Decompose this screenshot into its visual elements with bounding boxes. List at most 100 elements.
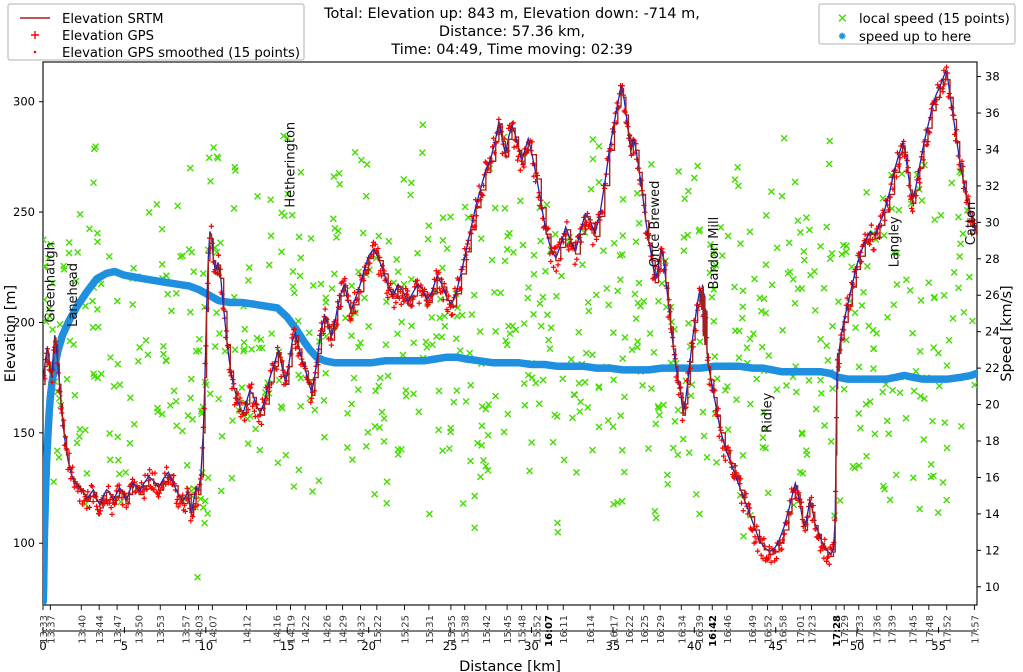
speed-point	[530, 310, 538, 318]
speed-point	[553, 413, 561, 421]
speed-point	[504, 410, 512, 418]
speed-point	[870, 345, 878, 353]
speed-point	[347, 332, 355, 340]
time-tick-label: 13:47	[113, 615, 124, 644]
speed-point	[893, 249, 901, 257]
speed-point	[663, 471, 671, 479]
speed-point	[178, 427, 186, 435]
speed-point	[122, 468, 130, 476]
speed-point	[826, 255, 834, 263]
speed-point	[595, 383, 603, 391]
speed-point	[402, 392, 410, 400]
time-tick-label: 13:53	[156, 615, 167, 644]
elevation-gps-point	[182, 508, 188, 514]
speed-point	[760, 408, 768, 416]
speed-point	[855, 363, 863, 371]
speed-point	[695, 227, 703, 235]
cumulative-speed-point	[83, 288, 91, 295]
speed-point	[461, 203, 469, 211]
elevation-gps-point	[572, 261, 578, 267]
speed-point	[206, 390, 214, 398]
speed-point	[471, 524, 479, 532]
speed-point	[317, 280, 325, 288]
elevation-gps-point	[555, 262, 561, 268]
speed-point	[136, 343, 144, 351]
speed-point	[710, 250, 718, 258]
time-tick-label: 14:29	[339, 615, 350, 644]
speed-point	[492, 327, 500, 335]
speed-point	[530, 270, 538, 278]
speed-point	[248, 345, 256, 353]
speed-point	[617, 412, 625, 420]
y2-tick-label: 38	[985, 70, 1000, 84]
speed-point	[640, 297, 648, 305]
speed-point	[43, 262, 49, 270]
speed-point	[798, 285, 806, 293]
legend-left[interactable]: Elevation SRTM Elevation GPS Elevation GPS…	[7, 3, 305, 61]
speed-point	[162, 272, 170, 280]
elevation-gps-point	[725, 444, 731, 450]
time-tick-label: 13:40	[77, 615, 88, 644]
speed-point	[863, 452, 871, 460]
speed-point	[351, 148, 359, 156]
speed-point	[543, 311, 551, 319]
time-tick-label: 16:39	[695, 615, 706, 644]
time-tick-label: 16:29	[656, 615, 667, 644]
speed-point	[893, 280, 901, 288]
speed-point	[482, 462, 490, 470]
speed-point	[675, 168, 683, 176]
speed-point	[791, 299, 799, 307]
elevation-gps-point	[515, 157, 521, 163]
speed-point	[76, 425, 84, 433]
time-tick-label: 17:29	[840, 615, 851, 644]
time-tick-label: 15:25	[400, 615, 411, 644]
speed-point	[471, 492, 479, 500]
x-axis-label: Distance [km]	[459, 659, 561, 672]
speed-point	[589, 155, 597, 163]
speed-point	[438, 264, 446, 272]
speed-point	[199, 269, 207, 277]
speed-point	[812, 405, 820, 413]
speed-point	[467, 381, 475, 389]
elevation-gps-point	[752, 534, 758, 540]
time-tick-label: 16:11	[559, 615, 570, 644]
speed-point	[684, 187, 692, 195]
speed-point	[902, 414, 910, 422]
speed-point	[348, 400, 356, 408]
speed-point	[717, 223, 725, 231]
speed-point	[439, 447, 447, 455]
speed-point	[130, 420, 138, 428]
speed-point	[549, 438, 557, 446]
time-tick-label: 16:42	[708, 615, 719, 647]
speed-point	[654, 402, 662, 410]
cumulative-speed-point	[73, 302, 81, 310]
speed-point	[758, 343, 766, 351]
speed-point	[88, 297, 96, 305]
speed-point	[896, 389, 904, 397]
speed-point	[53, 447, 61, 455]
elevation-gps-point	[768, 559, 774, 565]
speed-point	[506, 330, 514, 338]
speed-point	[920, 395, 928, 403]
speed-point	[81, 426, 89, 434]
legend-right[interactable]: local speed (15 points) speed up to here	[818, 3, 1016, 45]
speed-point	[647, 384, 655, 392]
speed-point	[935, 382, 943, 390]
elevation-gps-point	[584, 210, 591, 217]
speed-point	[618, 446, 626, 454]
cumulative-speed-point	[93, 275, 100, 283]
time-tick-label: 17:23	[808, 615, 819, 644]
speed-point	[256, 446, 264, 454]
speed-point	[746, 335, 754, 343]
elevation-gps-point	[510, 120, 516, 126]
speed-point	[836, 497, 844, 505]
speed-point	[477, 235, 485, 243]
elevation-gps-point	[278, 374, 284, 380]
speed-point	[106, 430, 114, 438]
speed-point	[528, 374, 536, 382]
cumulative-speed-point	[43, 572, 48, 580]
y-axis-label: Elevation [m]	[3, 285, 19, 382]
speed-point	[501, 204, 509, 212]
x-tick-label: 25	[443, 639, 458, 653]
speed-point	[76, 210, 84, 218]
